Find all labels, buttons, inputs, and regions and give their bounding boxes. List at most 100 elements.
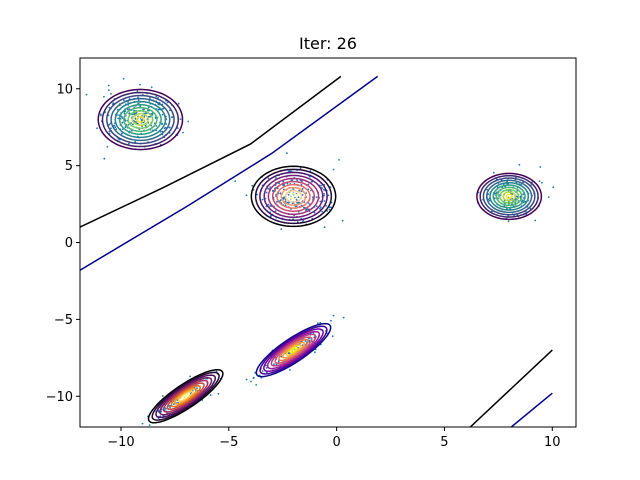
y-tick-label: −5 — [54, 313, 73, 328]
boundaries-layer — [80, 75, 553, 427]
data-point — [126, 108, 129, 111]
data-point — [303, 206, 305, 209]
data-point — [341, 219, 344, 222]
y-tick-label: 0 — [65, 236, 73, 251]
data-point — [133, 113, 135, 116]
data-point — [130, 122, 132, 124]
contour-level — [276, 183, 311, 209]
y-tick-label: 10 — [56, 82, 73, 97]
contour-level — [482, 177, 536, 216]
data-point — [261, 370, 264, 372]
data-point — [326, 210, 329, 212]
data-point — [132, 123, 134, 126]
contour-level — [166, 382, 205, 411]
data-point — [165, 123, 168, 125]
x-tick-label: 5 — [440, 435, 448, 450]
contour-level — [127, 110, 154, 129]
data-point — [298, 189, 301, 192]
data-point — [287, 193, 290, 196]
boundary-upper-navy — [80, 75, 379, 271]
data-point — [320, 206, 322, 209]
contour-level — [151, 371, 220, 421]
data-point — [275, 177, 277, 179]
data-point — [136, 90, 139, 93]
contour-level — [476, 172, 543, 221]
contour-level — [492, 184, 526, 209]
data-point — [161, 395, 164, 397]
data-point — [134, 141, 137, 143]
contour-level — [485, 179, 533, 214]
data-point — [534, 219, 537, 222]
data-point — [121, 117, 124, 120]
data-point — [287, 201, 290, 204]
data-point — [128, 112, 131, 115]
contour-level — [505, 193, 513, 200]
data-point — [492, 171, 495, 174]
data-point — [148, 424, 151, 426]
data-point — [547, 196, 550, 199]
data-point — [267, 177, 270, 180]
data-point — [157, 108, 160, 111]
data-point — [541, 181, 543, 184]
contour-level — [259, 171, 328, 222]
data-point — [121, 121, 124, 124]
contour-level — [123, 106, 158, 133]
data-point — [286, 152, 288, 155]
data-point — [280, 228, 283, 231]
data-point — [135, 121, 138, 123]
data-point — [169, 406, 171, 409]
data-point — [282, 197, 284, 199]
contour-level — [285, 344, 302, 356]
x-tick-label: −5 — [219, 435, 238, 450]
data-point — [265, 191, 268, 194]
data-point — [122, 77, 125, 80]
data-point — [168, 126, 171, 129]
data-point — [319, 321, 322, 324]
data-point — [301, 187, 304, 190]
data-point — [311, 196, 314, 199]
contour-level — [114, 100, 167, 139]
data-point — [135, 111, 138, 114]
contours-c4 — [255, 322, 332, 378]
y-tick-label: −10 — [46, 390, 73, 405]
data-point — [187, 120, 190, 123]
contour-level — [181, 393, 190, 400]
data-point — [313, 211, 316, 214]
data-point — [139, 83, 141, 86]
data-point — [319, 200, 322, 203]
data-point — [256, 193, 258, 196]
data-point — [295, 205, 298, 208]
data-point — [321, 187, 323, 190]
contour-level — [502, 191, 516, 202]
contour-level — [147, 368, 224, 424]
contour-level — [280, 186, 307, 206]
data-point — [127, 101, 129, 103]
data-point — [209, 394, 212, 397]
data-point — [299, 167, 302, 170]
data-point — [274, 210, 277, 213]
data-point — [319, 207, 321, 210]
data-point — [99, 113, 102, 115]
data-point — [328, 208, 331, 211]
data-point — [301, 194, 304, 196]
data-point — [291, 202, 294, 205]
data-point — [103, 95, 105, 98]
data-point — [338, 159, 340, 161]
contour-level — [266, 330, 321, 370]
data-point — [251, 184, 254, 187]
contours-c3 — [476, 172, 543, 221]
data-point — [113, 124, 116, 127]
data-point — [177, 102, 180, 105]
contour-level — [110, 97, 171, 142]
data-point — [267, 203, 270, 206]
data-point — [321, 210, 324, 213]
data-point — [108, 123, 111, 126]
data-point — [273, 363, 275, 366]
data-point — [110, 127, 112, 130]
contour-level — [267, 177, 320, 215]
data-point — [552, 186, 555, 189]
contour-level — [278, 338, 309, 362]
contour-level — [170, 385, 201, 408]
data-point — [323, 226, 326, 229]
data-point — [330, 319, 332, 322]
